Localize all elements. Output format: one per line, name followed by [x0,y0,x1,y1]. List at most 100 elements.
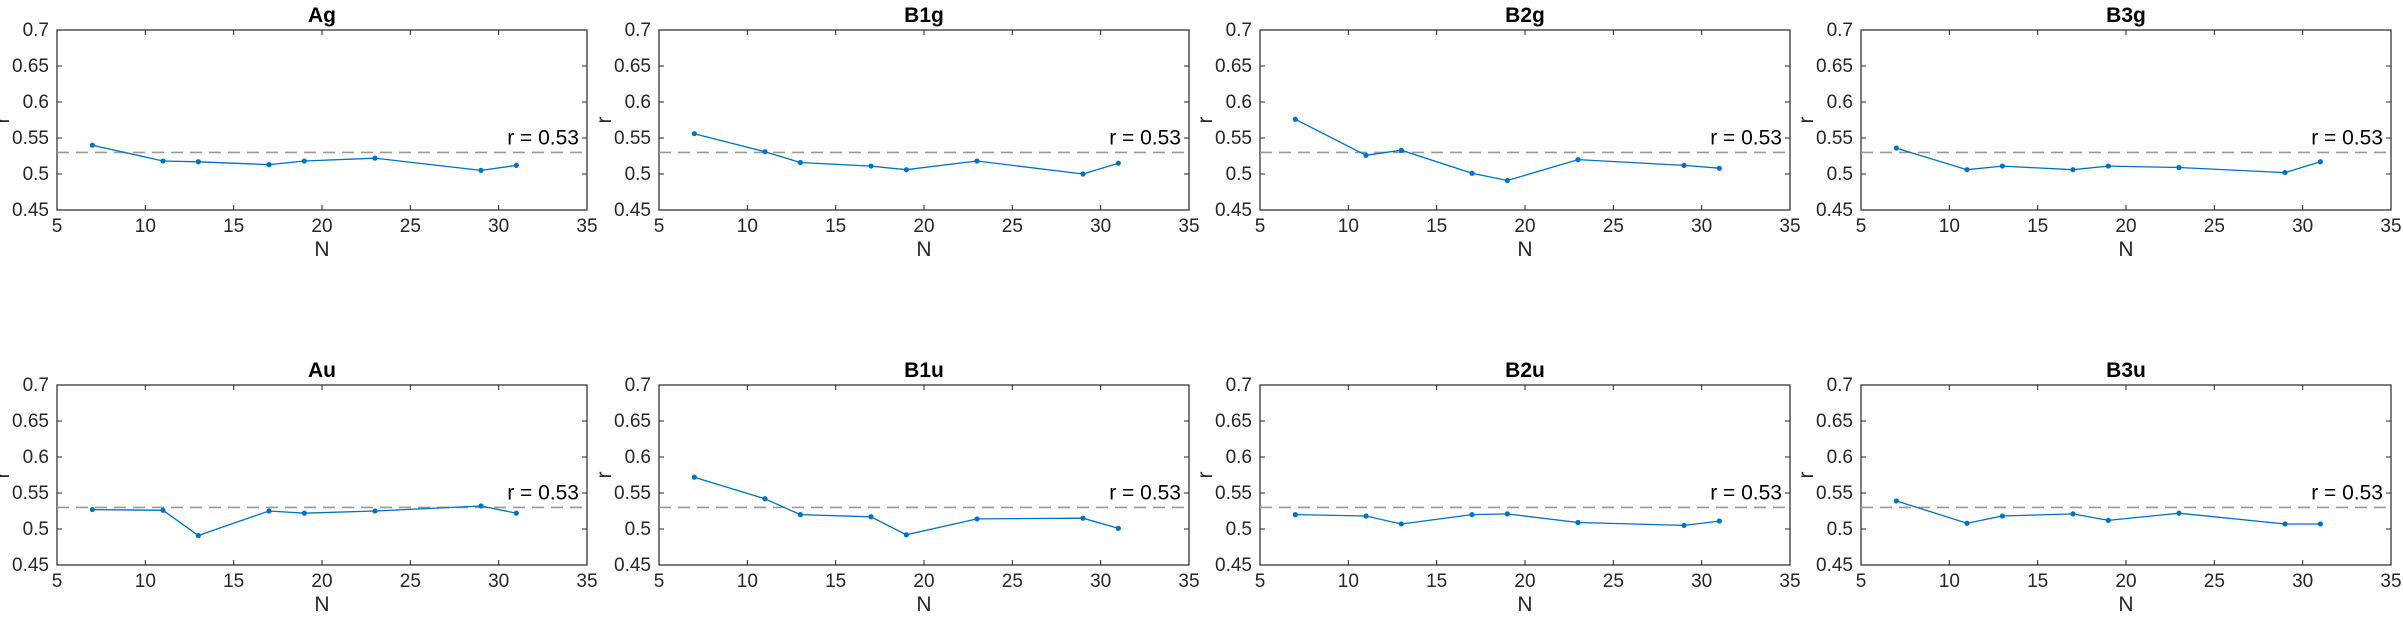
x-tick-label: 10 [1338,571,1359,592]
series-line [1896,500,2321,525]
subplot-b2g: 5 10 15 20 25 30 35 0.45 0.5 0.55 0.6 0.65 0.7 r = 0.… [1194,4,1801,261]
reference-annotation: r = 0.53 [1710,126,1782,149]
data-point [1893,498,1899,504]
data-point [266,162,272,168]
y-tick-label: 0.45 [1816,200,1853,221]
data-point [691,131,697,137]
x-tick-label: 35 [1779,571,1800,592]
data-point [1575,519,1581,526]
data-point [868,163,874,169]
x-tick-label: 35 [1779,216,1800,237]
subplot-title: B2u [1505,359,1545,382]
reference-annotation: r = 0.53 [2311,481,2383,504]
data-point [2176,164,2182,171]
series-line [694,133,1119,175]
series-line [1295,513,1720,527]
y-tick-label: 0.6 [625,92,651,113]
y-tick-label: 0.55 [12,483,49,504]
plot-area [1259,384,1791,566]
x-tick-label: 20 [2115,571,2136,592]
x-tick-label: 30 [2292,216,2313,237]
data-point [1469,170,1475,176]
y-tick-label: 0.45 [614,200,651,221]
x-tick-label: 35 [1178,571,1199,592]
data-point [1292,511,1298,518]
y-tick-label: 0.7 [1827,375,1853,396]
y-tick-label: 0.65 [1215,411,1252,432]
reference-annotation: r = 0.53 [507,126,579,149]
data-point [762,496,768,502]
y-axis-label: r [593,117,616,124]
x-tick-label: 30 [488,571,509,592]
data-point [762,149,768,155]
y-tick-label: 0.65 [12,56,49,77]
y-tick-label: 0.5 [625,519,651,540]
data-point [1999,513,2005,519]
data-point [903,167,909,173]
x-axis-label: N [1517,593,1532,616]
y-tick-label: 0.65 [614,56,651,77]
x-tick-label: 25 [1002,216,1023,237]
x-tick-label: 20 [1514,571,1535,592]
x-tick-label: 10 [1939,216,1960,237]
x-tick-label: 35 [2380,571,2401,592]
y-tick-label: 0.55 [1816,128,1853,149]
x-tick-label: 35 [2380,216,2401,237]
x-tick-label: 10 [135,571,156,592]
data-point [1398,521,1404,527]
data-point [903,532,909,538]
data-point [1080,171,1086,177]
subplot-b3u: 5 10 15 20 25 30 35 0.45 0.5 0.55 0.6 0.65 0.7 r = 0.… [1795,359,2402,616]
x-tick-label: 20 [913,216,934,237]
x-tick-label: 35 [576,216,597,237]
x-tick-label: 25 [1002,571,1023,592]
y-tick-label: 0.5 [23,164,49,185]
data-point [2176,510,2182,516]
x-axis-label: N [916,593,931,616]
y-axis-label: r [593,472,616,479]
data-point [797,511,803,518]
subplot-b2u: 5 10 15 20 25 30 35 0.45 0.5 0.55 0.6 0.65 0.7 r = 0.… [1194,359,1801,616]
data-point [89,506,95,513]
data-point [195,532,201,539]
data-point [1292,116,1298,122]
x-tick-label: 5 [654,216,665,237]
x-tick-label: 25 [1603,571,1624,592]
x-tick-label: 10 [1939,571,1960,592]
x-tick-label: 5 [1255,571,1266,592]
subplot-title: Ag [308,4,336,27]
data-point [478,167,484,173]
data-point [1080,515,1086,521]
data-point [2105,163,2111,169]
x-tick-label: 35 [1178,216,1199,237]
x-tick-label: 30 [488,216,509,237]
x-tick-label: 25 [2204,571,2225,592]
data-point [691,474,697,480]
x-tick-label: 25 [1603,216,1624,237]
y-tick-label: 0.65 [12,411,49,432]
reference-annotation: r = 0.53 [2311,126,2383,149]
data-point [160,507,166,513]
y-tick-label: 0.5 [1226,519,1252,540]
y-tick-label: 0.55 [1816,483,1853,504]
series-line [92,144,517,172]
y-axis-label: r [1194,472,1217,479]
data-point [372,508,378,514]
subplot-ag: 5 10 15 20 25 30 35 0.45 0.5 0.55 0.6 0.65 0.7 r = 0.… [0,4,598,261]
y-tick-label: 0.65 [1816,411,1853,432]
data-point [1115,160,1121,166]
y-tick-label: 0.6 [1226,92,1252,113]
x-tick-label: 10 [1338,216,1359,237]
data-point [1999,163,2005,169]
x-axis-label: N [314,238,329,261]
x-tick-label: 5 [52,216,63,237]
y-tick-label: 0.7 [625,375,651,396]
reference-annotation: r = 0.53 [507,481,579,504]
x-tick-label: 25 [400,571,421,592]
y-tick-label: 0.5 [1827,519,1853,540]
y-tick-label: 0.7 [1226,375,1252,396]
x-tick-label: 15 [1426,216,1447,237]
subplot-title: B2g [1505,4,1545,27]
subplot-title: B1u [904,359,944,382]
data-point [2070,511,2076,517]
